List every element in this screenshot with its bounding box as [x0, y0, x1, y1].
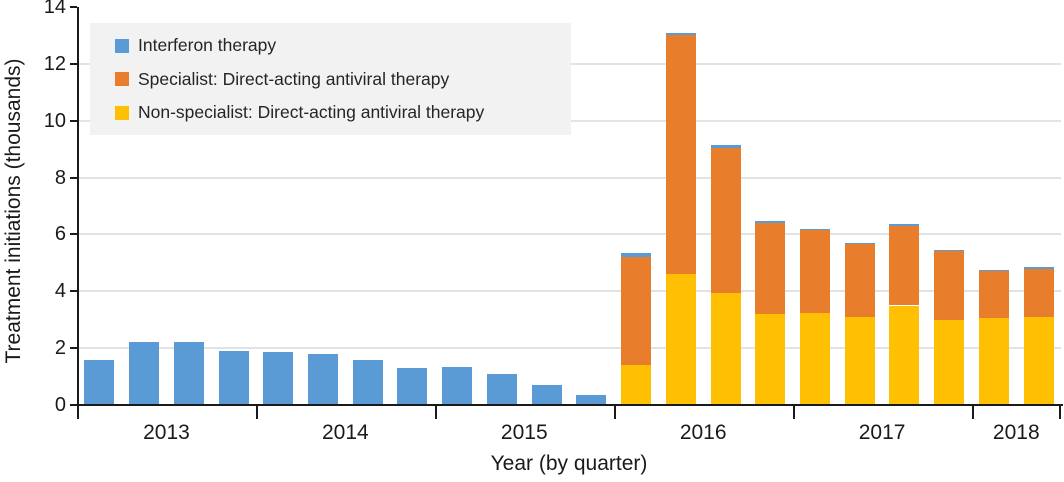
gridline	[77, 233, 1061, 236]
legend-swatch-orange-icon	[115, 72, 129, 86]
bar-segment	[889, 305, 920, 405]
legend-label: Non-specialist: Direct-acting antiviral …	[138, 102, 485, 122]
bar-segment	[665, 274, 696, 405]
y-tick	[70, 347, 77, 350]
legend-item-nonspecialist-daa: Non-specialist: Direct-acting antiviral …	[115, 102, 571, 124]
bar-segment	[755, 221, 786, 224]
bar-segment	[1023, 316, 1054, 405]
x-tick-label-year: 2016	[679, 421, 727, 444]
x-tick-label-year: 2014	[322, 421, 369, 444]
y-tick	[70, 6, 77, 8]
gridline	[77, 290, 1061, 293]
y-tick-label: 12	[43, 52, 66, 75]
bar-segment	[442, 366, 473, 405]
bar-segment	[621, 365, 652, 405]
bar-segment	[934, 251, 965, 320]
bar-segment	[755, 314, 786, 405]
y-tick-label: 6	[54, 223, 66, 246]
y-tick	[70, 62, 77, 65]
bar-segment	[621, 252, 652, 258]
legend: Interferon therapy Specialist: Direct-ac…	[90, 23, 571, 135]
bar-segment	[934, 250, 965, 252]
gridline	[77, 176, 1061, 179]
bar-segment	[800, 228, 830, 231]
x-tick	[792, 406, 795, 419]
legend-swatch-yellow-icon	[115, 105, 129, 120]
y-tick	[70, 404, 77, 406]
bar-segment	[889, 225, 920, 306]
y-axis-line	[77, 7, 79, 406]
bar-segment	[978, 318, 1009, 405]
x-tick-label-year: 2018	[992, 421, 1040, 444]
x-tick	[613, 406, 616, 419]
bar-segment	[844, 316, 875, 405]
y-tick-label: 4	[54, 280, 66, 303]
bar-segment	[531, 385, 562, 405]
x-tick	[971, 406, 974, 419]
bar-segment	[800, 230, 830, 313]
bar-segment	[621, 257, 652, 366]
bar-segment	[173, 342, 204, 405]
y-tick-label: 0	[54, 394, 66, 416]
x-tick	[434, 406, 437, 419]
bar-segment	[352, 359, 383, 405]
y-tick-label: 10	[43, 109, 66, 132]
x-tick	[1059, 406, 1061, 419]
bar-segment	[844, 244, 875, 317]
x-tick-label-year: 2017	[858, 421, 906, 444]
bar-segment	[710, 292, 741, 405]
bar-segment	[978, 269, 1009, 272]
y-tick	[70, 290, 77, 293]
bar-segment	[218, 350, 249, 405]
y-tick	[70, 233, 77, 236]
bar-segment	[710, 147, 741, 293]
bar-segment	[665, 35, 696, 275]
bar-segment	[486, 373, 517, 405]
bar-segment	[576, 395, 607, 405]
y-tick-label: 2	[54, 337, 66, 360]
gridline	[77, 347, 1061, 350]
legend-label: Specialist: Direct-acting antiviral ther…	[138, 68, 450, 89]
bar-segment	[844, 242, 875, 245]
y-tick-label: 14	[43, 0, 66, 18]
bar-segment	[889, 224, 920, 226]
y-tick-label: 8	[54, 166, 66, 189]
bar-segment	[308, 353, 338, 405]
legend-item-interferon: Interferon therapy	[115, 35, 571, 57]
bar-segment	[710, 144, 741, 148]
x-tick	[255, 406, 258, 419]
bar-segment	[755, 223, 786, 315]
bar-segment	[978, 271, 1009, 319]
bar-segment	[397, 368, 428, 405]
legend-swatch-blue-icon	[115, 38, 129, 53]
x-axis-line	[77, 404, 1063, 406]
legend-item-specialist-daa: Specialist: Direct-acting antiviral ther…	[115, 68, 571, 90]
bar-segment	[84, 359, 115, 405]
bar-segment	[263, 352, 294, 405]
bar-segment	[129, 342, 160, 405]
x-tick-label-year: 2015	[500, 421, 548, 444]
x-axis-title: Year (by quarter)	[490, 452, 648, 475]
bar-segment	[1023, 267, 1054, 269]
legend-label: Interferon therapy	[138, 35, 277, 55]
bar-segment	[1023, 268, 1054, 317]
x-tick	[77, 406, 79, 419]
bar-segment	[665, 32, 696, 36]
y-tick	[70, 176, 77, 179]
bar-segment	[800, 312, 830, 405]
x-tick-label-year: 2013	[143, 421, 190, 444]
y-tick	[70, 119, 77, 122]
y-axis-title: Treatment initiations (thousands)	[2, 58, 25, 364]
bar-segment	[934, 319, 965, 405]
